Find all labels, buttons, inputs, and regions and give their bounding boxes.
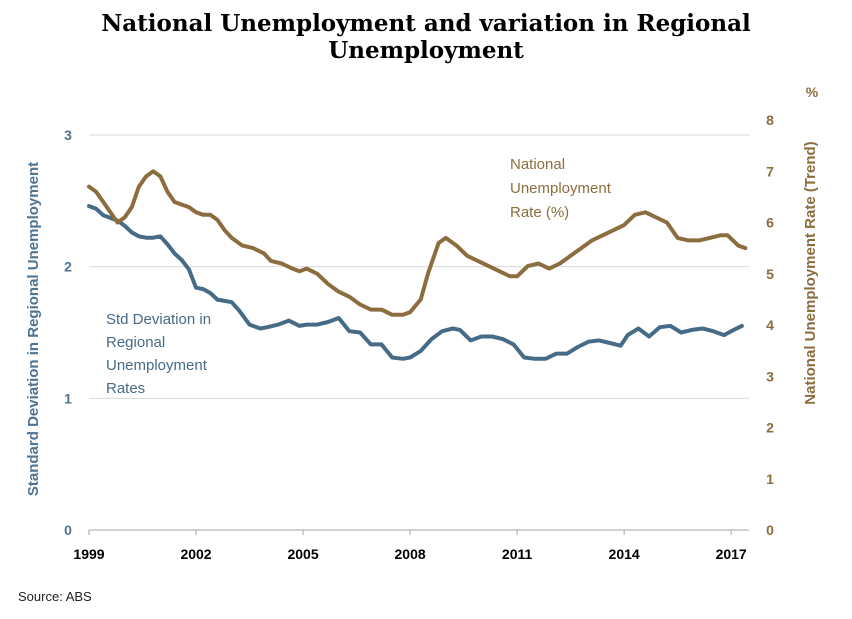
chart-title: National Unemployment and variation in R…	[101, 10, 751, 64]
national-series-annotation: Unemployment	[510, 180, 612, 197]
y-right-tick-label: 4	[766, 317, 774, 333]
y-left-tick-label: 0	[64, 522, 72, 538]
y-right-tick-label: 6	[766, 215, 774, 231]
stddev-series-annotation: Regional	[106, 334, 165, 351]
y-left-tick-label: 2	[64, 259, 72, 275]
x-tick-label: 2002	[180, 546, 211, 562]
annotations: National Unemployment Rate (%) Std Deviatio…	[106, 156, 612, 397]
national-unemployment-line	[87, 169, 748, 317]
y-right-tick-label: 5	[766, 266, 774, 282]
national-series-annotation: Rate (%)	[510, 204, 569, 221]
series-lines	[87, 169, 748, 361]
y-right-axis-title: National Unemployment Rate (Trend)	[802, 141, 819, 404]
stddev-series-annotation: Rates	[106, 380, 145, 397]
stddev-regional-line	[87, 204, 744, 361]
y-left-tick-label: 1	[64, 390, 72, 406]
gridlines	[89, 134, 749, 399]
x-tick-label: 2017	[716, 546, 747, 562]
x-tick-label: 2005	[287, 546, 318, 562]
x-tick-label: 1999	[73, 546, 104, 562]
y-left-tick-label: 3	[64, 127, 72, 143]
stddev-series-annotation: Std Deviation in	[106, 311, 211, 328]
y-right-tick-label: 0	[766, 522, 774, 538]
national-series-annotation: National	[510, 156, 565, 173]
x-tick-label: 2014	[609, 546, 640, 562]
y-left-axis-title: Standard Deviation in Regional Unemploym…	[25, 162, 42, 496]
tick-labels: 1999 2002 2005 2008 2011 2014 2017 0 1 2 3 0 1 2 3 4 5 6 7…	[25, 84, 819, 562]
x-tick-label: 2008	[395, 546, 426, 562]
source-note: Source: ABS	[18, 589, 92, 604]
y-right-tick-label: 8	[766, 112, 774, 128]
y-right-tick-label: 2	[766, 420, 774, 436]
axes	[88, 529, 749, 535]
y-right-tick-label: 3	[766, 368, 774, 384]
y-right-unit: %	[806, 84, 819, 100]
stddev-series-annotation: Unemployment	[106, 357, 208, 374]
y-right-tick-label: 7	[766, 163, 774, 179]
y-right-tick-label: 1	[766, 471, 774, 487]
x-tick-label: 2011	[502, 546, 533, 562]
